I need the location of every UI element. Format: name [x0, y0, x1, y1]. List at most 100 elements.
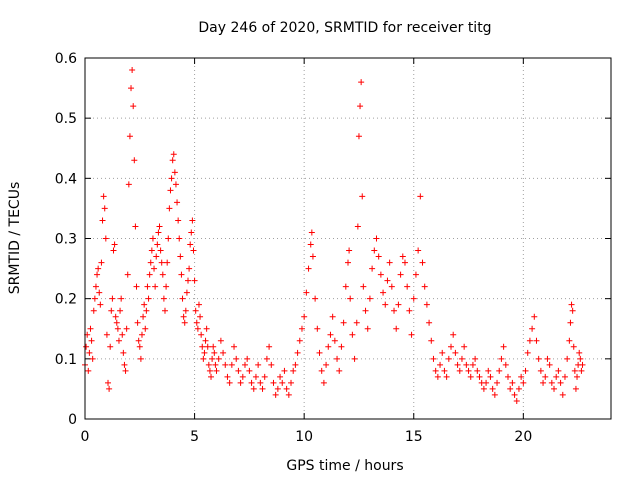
data-point: [255, 361, 262, 368]
data-point: [553, 373, 560, 380]
data-point: [283, 385, 290, 392]
data-point: [171, 169, 178, 176]
data-point: [421, 283, 428, 290]
data-point: [474, 367, 481, 374]
data-point: [338, 343, 345, 350]
data-point: [85, 367, 92, 374]
data-point: [544, 355, 551, 362]
data-point: [166, 205, 173, 212]
data-point: [308, 229, 315, 236]
data-point: [129, 67, 136, 74]
data-point: [380, 289, 387, 296]
data-point: [121, 361, 128, 368]
y-axis-label: SRMTID / TECUs: [7, 182, 23, 295]
data-point: [434, 373, 441, 380]
data-point: [91, 295, 98, 302]
data-point: [354, 223, 361, 230]
x-tick-label: 0: [81, 429, 90, 445]
data-point: [177, 253, 184, 260]
data-point: [195, 301, 202, 308]
data-point: [213, 367, 220, 374]
data-point: [359, 193, 366, 200]
data-point: [138, 331, 145, 338]
data-point: [323, 361, 330, 368]
data-point: [165, 235, 172, 242]
data-point: [342, 283, 349, 290]
data-point: [548, 379, 555, 386]
data-point: [241, 361, 248, 368]
data-point: [325, 343, 332, 350]
y-tick-label: 0.6: [55, 51, 77, 67]
data-point: [483, 379, 490, 386]
x-tick-label: 5: [190, 429, 199, 445]
data-point: [152, 283, 159, 290]
data-point: [566, 337, 573, 344]
data-point: [574, 373, 581, 380]
data-point: [237, 379, 244, 386]
data-point: [576, 349, 583, 356]
data-point: [257, 379, 264, 386]
data-point: [564, 355, 571, 362]
data-point: [298, 325, 305, 332]
data-point: [198, 331, 205, 338]
data-point: [336, 367, 343, 374]
data-point: [489, 385, 496, 392]
data-point: [432, 367, 439, 374]
data-point: [357, 103, 364, 110]
data-point: [160, 295, 167, 302]
data-point: [98, 259, 105, 266]
data-point: [430, 355, 437, 362]
data-point: [106, 385, 113, 392]
data-point: [204, 343, 211, 350]
data-point: [157, 247, 164, 254]
data-point: [101, 205, 108, 212]
x-tick-labels: 0 5 10 15 20: [81, 429, 533, 445]
data-point: [371, 247, 378, 254]
data-point: [452, 349, 459, 356]
data-point: [305, 265, 312, 272]
data-point: [122, 367, 129, 374]
data-point: [518, 373, 525, 380]
data-point: [183, 289, 190, 296]
data-point: [154, 241, 161, 248]
data-point: [288, 379, 295, 386]
data-point: [296, 337, 303, 344]
data-point: [117, 307, 124, 314]
data-point: [112, 313, 119, 320]
data-point: [362, 307, 369, 314]
data-point: [472, 355, 479, 362]
data-point: [90, 307, 97, 314]
data-point: [211, 349, 218, 356]
data-point: [244, 355, 251, 362]
x-tick-label: 20: [514, 429, 532, 445]
data-point: [388, 283, 395, 290]
data-point: [502, 361, 509, 368]
data-point: [194, 325, 201, 332]
data-point: [406, 307, 413, 314]
data-point: [537, 367, 544, 374]
data-point: [375, 253, 382, 260]
data-point: [340, 319, 347, 326]
data-point: [533, 337, 540, 344]
data-point: [182, 307, 189, 314]
data-point: [132, 223, 139, 230]
data-point: [188, 229, 195, 236]
data-point: [578, 367, 585, 374]
data-point: [404, 283, 411, 290]
data-point: [136, 343, 143, 350]
data-point: [369, 265, 376, 272]
data-point: [531, 313, 538, 320]
data-point: [197, 313, 204, 320]
data-point: [476, 373, 483, 380]
data-point: [382, 301, 389, 308]
data-point: [145, 295, 152, 302]
data-point: [579, 361, 586, 368]
data-point: [137, 355, 144, 362]
data-point: [167, 187, 174, 194]
data-point: [153, 253, 160, 260]
y-tick-label: 0: [68, 412, 77, 428]
data-point: [345, 259, 351, 266]
data-point: [377, 271, 384, 278]
data-point: [570, 343, 577, 350]
data-point: [155, 229, 162, 236]
